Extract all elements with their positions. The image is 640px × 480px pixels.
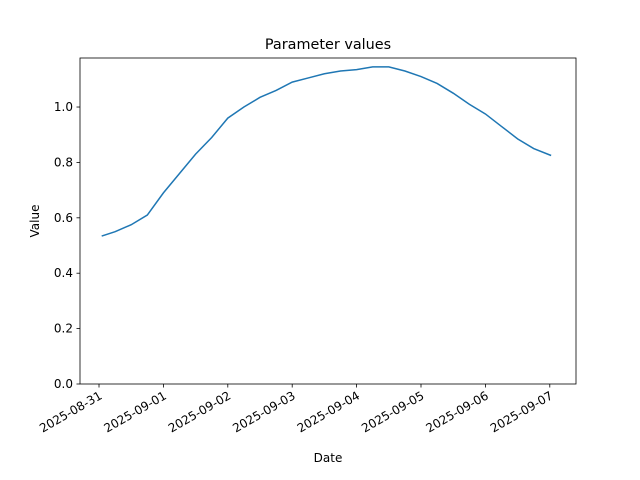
x-tick-label: 2025-09-03 [230, 388, 297, 435]
y-tick-label: 0.4 [54, 266, 73, 280]
x-tick-label: 2025-09-07 [488, 388, 555, 435]
x-tick-label: 2025-09-04 [295, 388, 362, 435]
x-tick-label: 2025-08-31 [37, 388, 104, 435]
x-tick-label: 2025-09-05 [359, 388, 426, 435]
y-tick-label: 0.0 [54, 377, 73, 391]
x-tick-label: 2025-09-01 [101, 388, 168, 435]
y-axis-label: Value [28, 205, 42, 238]
y-tick-label: 0.2 [54, 322, 73, 336]
plot-frame [79, 57, 577, 385]
chart-title: Parameter values [265, 37, 391, 53]
x-tick-label: 2025-09-06 [423, 388, 490, 435]
x-axis-label: Date [314, 451, 343, 465]
y-tick-label: 0.6 [54, 211, 73, 225]
y-tick-label: 1.0 [54, 100, 73, 114]
data-line [101, 66, 552, 237]
x-tick-label: 2025-09-02 [166, 388, 233, 435]
y-tick-label: 0.8 [54, 155, 73, 169]
